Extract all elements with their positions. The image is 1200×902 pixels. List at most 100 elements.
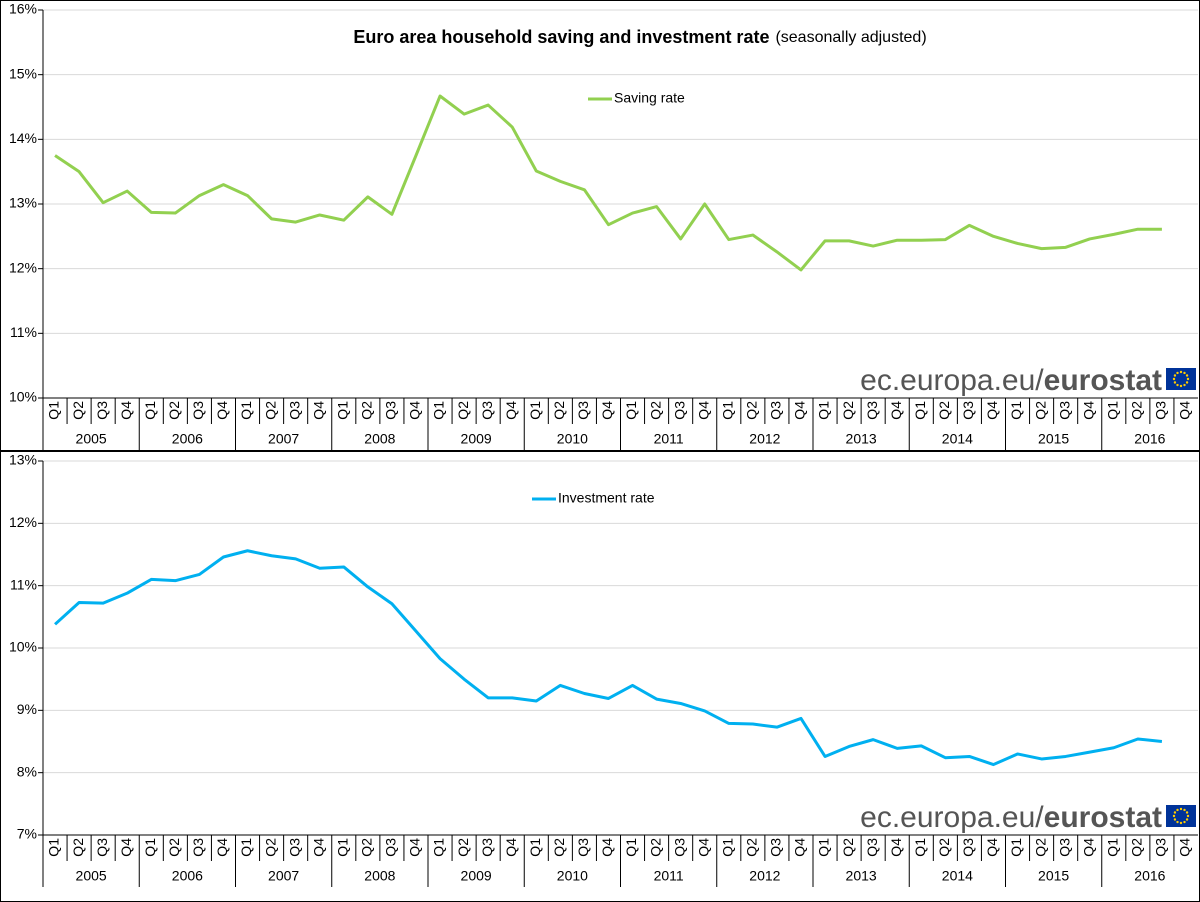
x-tick-label: Q1	[334, 401, 350, 420]
x-tick-label: Q1	[1008, 401, 1024, 420]
eu-star	[1185, 381, 1189, 384]
year-label: 2015	[1038, 431, 1069, 447]
x-tick-label: Q3	[190, 838, 206, 857]
x-tick-label: Q1	[527, 838, 543, 857]
x-tick-label: Q1	[623, 838, 639, 857]
y-tick-label: 11%	[10, 324, 37, 340]
x-tick-label: Q1	[623, 401, 639, 420]
eu-star	[1173, 811, 1177, 814]
x-tick-label: Q4	[214, 838, 230, 857]
x-tick-label: Q1	[527, 401, 543, 420]
year-label: 2008	[364, 431, 395, 447]
x-tick-label: Q4	[695, 401, 711, 420]
x-tick-label: Q3	[768, 401, 784, 420]
eu-star	[1185, 374, 1189, 377]
y-tick-label: 12%	[9, 514, 37, 530]
watermark-brand: eurostat	[1044, 364, 1162, 397]
x-tick-label: Q3	[94, 838, 110, 857]
x-tick-label: Q1	[238, 401, 254, 420]
y-tick-label: 13%	[9, 195, 37, 211]
year-label: 2013	[846, 868, 877, 884]
x-tick-label: Q3	[479, 401, 495, 420]
eu-flag	[1166, 368, 1196, 390]
subtitle: (seasonally adjusted)	[775, 29, 926, 46]
year-label: 2005	[76, 868, 107, 884]
y-tick-label: 7%	[17, 826, 37, 842]
x-tick-label: Q4	[407, 838, 423, 857]
x-tick-label: Q4	[599, 838, 615, 857]
y-tick-label: 12%	[9, 259, 37, 275]
year-label: 2016	[1134, 868, 1165, 884]
x-tick-label: Q2	[359, 401, 375, 420]
x-tick-label: Q2	[359, 838, 375, 857]
x-tick-label: Q2	[455, 838, 471, 857]
eu-star	[1183, 371, 1186, 375]
x-tick-label: Q2	[1129, 401, 1145, 420]
eu-star	[1186, 377, 1190, 381]
eu-star	[1176, 371, 1179, 375]
x-tick-label: Q1	[142, 838, 158, 857]
x-tick-label: Q3	[383, 401, 399, 420]
x-tick-label: Q4	[888, 401, 904, 420]
eu-star	[1183, 383, 1186, 387]
x-tick-label: Q1	[719, 401, 735, 420]
y-tick-label: 14%	[9, 130, 37, 146]
x-tick-label: Q1	[816, 838, 832, 857]
x-tick-label: Q4	[503, 838, 519, 857]
year-label: 2009	[461, 868, 492, 884]
x-tick-label: Q1	[1008, 838, 1024, 857]
x-tick-label: Q3	[960, 401, 976, 420]
x-tick-label: Q3	[1056, 401, 1072, 420]
x-tick-label: Q2	[936, 401, 952, 420]
watermark: ec.europa.eu/eurostat	[860, 364, 1162, 397]
eu-star	[1176, 383, 1179, 387]
eu-star	[1176, 820, 1179, 824]
data-line	[54, 94, 1162, 272]
year-label: 2010	[557, 431, 588, 447]
x-tick-label: Q4	[792, 401, 808, 420]
year-label: 2006	[172, 868, 203, 884]
x-tick-label: Q4	[118, 401, 134, 420]
eu-star	[1185, 811, 1189, 814]
x-tick-label: Q1	[142, 401, 158, 420]
x-tick-label: Q4	[599, 401, 615, 420]
x-tick-label: Q4	[695, 838, 711, 857]
y-tick-label: 11%	[10, 576, 37, 592]
eu-star	[1179, 370, 1183, 374]
year-label: 2007	[268, 431, 299, 447]
eu-star	[1183, 820, 1186, 824]
x-tick-label: Q3	[1153, 838, 1169, 857]
year-label: 2014	[942, 868, 973, 884]
x-tick-label: Q3	[864, 838, 880, 857]
x-tick-label: Q2	[647, 401, 663, 420]
x-tick-label: Q2	[840, 401, 856, 420]
x-tick-label: Q1	[431, 838, 447, 857]
x-tick-label: Q1	[46, 401, 62, 420]
year-label: 2007	[268, 868, 299, 884]
x-tick-label: Q2	[262, 838, 278, 857]
y-tick-label: 15%	[9, 65, 37, 81]
x-tick-label: Q2	[455, 401, 471, 420]
year-label: 2012	[749, 868, 780, 884]
eu-star	[1179, 384, 1183, 388]
x-tick-label: Q3	[286, 401, 302, 420]
y-tick-label: 10%	[9, 639, 37, 655]
watermark-brand: eurostat	[1044, 801, 1162, 834]
x-tick-label: Q2	[744, 401, 760, 420]
x-tick-label: Q3	[1056, 838, 1072, 857]
x-tick-label: Q4	[503, 401, 519, 420]
x-tick-label: Q3	[286, 838, 302, 857]
x-tick-label: Q4	[407, 401, 423, 420]
year-label: 2015	[1038, 868, 1069, 884]
year-label: 2011	[654, 868, 684, 884]
x-tick-label: Q4	[1177, 401, 1193, 420]
x-tick-label: Q3	[960, 838, 976, 857]
x-tick-label: Q1	[719, 838, 735, 857]
x-tick-label: Q2	[936, 838, 952, 857]
x-tick-label: Q1	[1104, 838, 1120, 857]
x-tick-label: Q2	[551, 838, 567, 857]
watermark-site: ec.europa.eu/	[860, 801, 1044, 834]
x-tick-label: Q3	[864, 401, 880, 420]
x-tick-label: Q3	[671, 838, 687, 857]
